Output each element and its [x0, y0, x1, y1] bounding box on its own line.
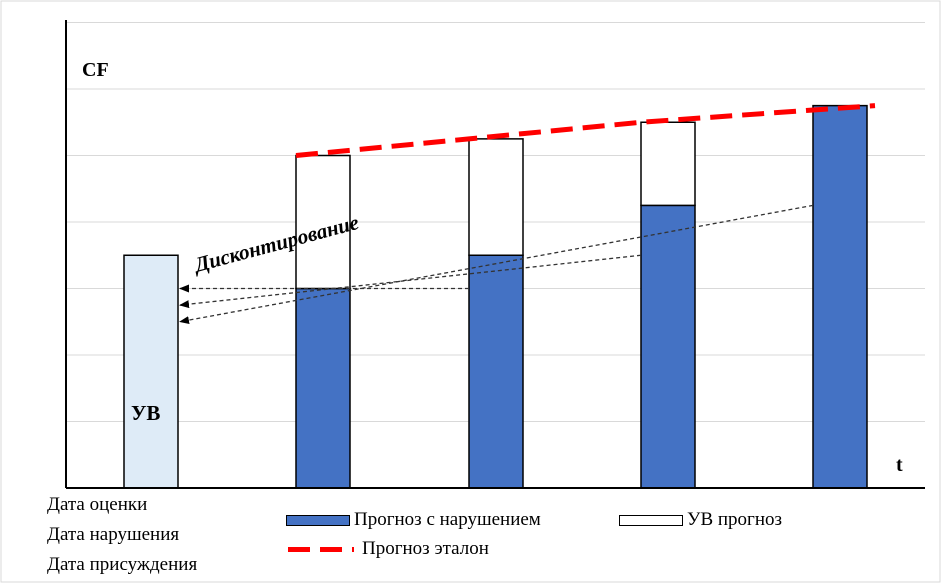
- bar-segment: [640, 121, 696, 207]
- x-axis-label: t: [896, 454, 903, 476]
- legend-swatch-white: [619, 514, 683, 526]
- x-label-violation-date: Дата нарушения: [47, 524, 180, 545]
- discount-arrows: [179, 204, 814, 325]
- bar-segment: [468, 254, 524, 489]
- y-axis-label: CF: [82, 59, 109, 81]
- axes: [65, 20, 925, 489]
- legend-item-forecast-with-violation: Прогноз с нарушением: [286, 509, 541, 531]
- bar-segment: [295, 154, 351, 290]
- bar-segment: [468, 138, 524, 256]
- legend-item-damage-forecast: УВ прогноз: [619, 509, 782, 531]
- discount-arrow: [179, 254, 642, 309]
- legend-item-reference-forecast: Прогноз эталон: [286, 538, 489, 560]
- x-label-valuation-date: Дата оценки: [47, 494, 148, 515]
- x-label-award-date: Дата присуждения: [47, 554, 198, 575]
- gridlines: [66, 22, 925, 422]
- legend-label: УВ прогноз: [687, 509, 783, 530]
- legend-label: Прогноз эталон: [362, 538, 489, 559]
- legend-swatch-red-dash: [286, 544, 356, 555]
- bar-segment: [295, 287, 351, 489]
- bar-segment: [640, 204, 696, 489]
- bar-inner-label: УВ: [131, 401, 160, 425]
- reference-line-path: [295, 103, 876, 158]
- legend-swatch-blue: [286, 514, 350, 526]
- bar-segment: [123, 254, 179, 489]
- discount-arrow: [179, 204, 814, 325]
- bars: [123, 104, 868, 489]
- bar-segment: [812, 104, 868, 489]
- legend-label: Прогноз с нарушением: [354, 509, 541, 530]
- reference-line: [295, 103, 876, 158]
